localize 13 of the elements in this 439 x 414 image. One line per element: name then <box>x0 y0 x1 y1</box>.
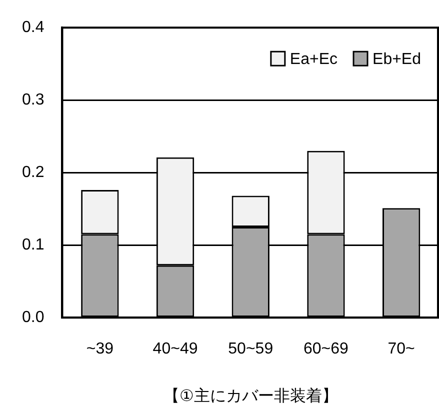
x-tick-label: 70~ <box>388 340 415 358</box>
y-tick-label: 0.3 <box>22 92 44 109</box>
x-axis-title: 【①主にカバー非装着】 <box>163 386 338 405</box>
x-tick-label: 40~49 <box>152 340 198 358</box>
y-tick-label: 0.2 <box>22 164 44 182</box>
x-tick-label: 50~59 <box>228 340 274 358</box>
legend-label: Ea+Ec <box>290 51 338 68</box>
y-tick-label: 0.0 <box>22 309 44 326</box>
x-tick-label: 60~69 <box>304 340 349 358</box>
y-tick-label: 0.4 <box>22 19 44 36</box>
legend-label: Eb+Ed <box>372 51 421 68</box>
x-tick-label: ~39 <box>86 340 114 358</box>
y-tick-label: 0.1 <box>22 236 44 254</box>
